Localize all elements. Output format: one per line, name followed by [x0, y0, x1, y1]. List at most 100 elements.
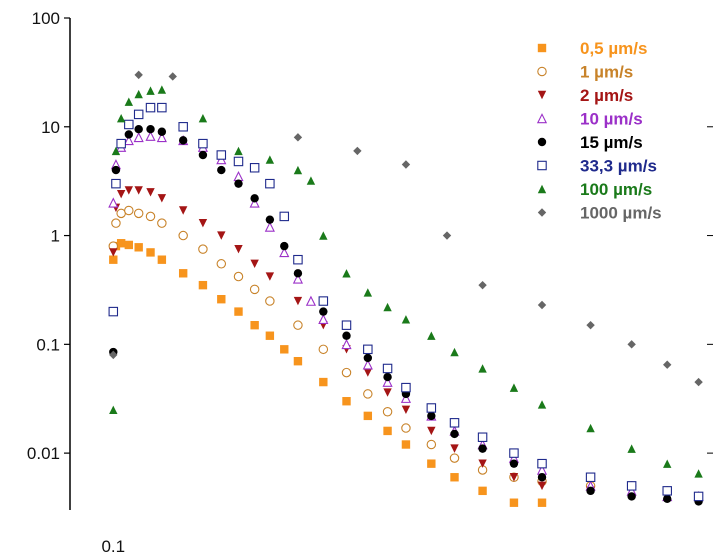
data-point — [363, 288, 373, 297]
data-point — [280, 241, 289, 251]
data-point — [109, 405, 118, 415]
legend-marker — [537, 90, 547, 100]
data-point — [157, 85, 167, 94]
legend-marker — [537, 137, 547, 147]
data-point — [627, 492, 636, 501]
data-point — [146, 248, 155, 257]
data-point — [341, 320, 352, 330]
data-point — [293, 269, 303, 278]
y-tick-label: 10 — [41, 118, 60, 137]
data-point — [449, 418, 460, 428]
data-point — [363, 411, 373, 421]
data-point — [234, 179, 243, 188]
data-point — [586, 486, 595, 496]
data-point — [382, 376, 393, 387]
data-point — [178, 269, 188, 278]
data-point — [478, 280, 487, 290]
data-point — [400, 392, 412, 403]
data-point — [111, 146, 121, 156]
data-point — [401, 440, 411, 449]
data-point — [157, 218, 167, 228]
legend-label: 15 µm/s — [580, 133, 643, 152]
data-point — [450, 473, 459, 482]
data-point — [145, 102, 156, 113]
data-point — [382, 407, 393, 417]
data-point — [383, 302, 392, 312]
data-point — [217, 294, 226, 304]
data-point — [134, 243, 143, 252]
data-point — [264, 221, 275, 232]
data-point — [450, 347, 459, 357]
legend-marker — [537, 160, 547, 171]
data-point — [383, 372, 392, 382]
data-point — [537, 400, 547, 409]
data-point — [694, 377, 703, 387]
data-point — [198, 138, 208, 149]
axes: 100 10 1 0.1 0.01 0.1 — [27, 9, 713, 553]
data-point — [478, 486, 487, 496]
data-point — [116, 239, 126, 248]
data-point — [233, 156, 244, 167]
data-point — [401, 160, 411, 169]
data-point — [133, 131, 144, 143]
data-point — [217, 165, 226, 175]
data-point — [178, 136, 188, 145]
data-point — [249, 163, 260, 173]
data-point — [694, 469, 703, 478]
data-point — [318, 344, 329, 355]
data-point — [108, 197, 119, 208]
legend-label: 2 µm/s — [580, 86, 633, 105]
data-point — [427, 331, 436, 340]
data-point — [427, 459, 436, 468]
data-point — [426, 403, 437, 413]
data-point — [279, 211, 290, 222]
data-point — [342, 269, 351, 278]
data-point — [382, 363, 393, 374]
data-point — [134, 89, 143, 99]
data-point — [233, 170, 244, 182]
data-point — [342, 397, 351, 406]
data-point — [663, 494, 672, 504]
data-point — [178, 122, 188, 132]
data-point — [537, 481, 547, 491]
legend: 0,5 µm/s 1 µm/s 2 µm/s 10 µm/s 15 µm/s 33,3 µ… — [536, 39, 662, 223]
data-point — [626, 481, 637, 491]
data-point — [401, 423, 411, 433]
data-point — [124, 240, 134, 250]
x-tick-label: 0.1 — [101, 537, 125, 553]
data-point — [156, 131, 167, 143]
data-point — [383, 388, 392, 397]
data-point — [123, 134, 134, 146]
data-point — [362, 359, 373, 370]
y-tick-label: 1 — [51, 227, 60, 246]
data-point — [293, 320, 303, 330]
data-point — [363, 353, 373, 363]
data-point — [250, 194, 259, 203]
legend-label: 100 µm/s — [580, 180, 652, 199]
data-point — [109, 255, 118, 264]
data-point — [234, 307, 243, 316]
data-point — [537, 458, 547, 469]
data-point — [627, 444, 636, 453]
legend-marker — [537, 66, 547, 77]
data-point — [363, 344, 373, 355]
data-point — [509, 473, 519, 482]
y-tick-label: 0.1 — [36, 335, 60, 354]
data-point — [233, 271, 244, 282]
data-point — [265, 331, 275, 340]
data-point — [234, 244, 243, 254]
data-point — [319, 377, 328, 387]
data-point — [509, 448, 519, 458]
data-point — [116, 138, 126, 149]
data-point — [293, 254, 303, 265]
data-point — [265, 155, 275, 164]
data-point — [450, 444, 459, 453]
data-point — [111, 165, 121, 175]
data-point — [198, 150, 208, 160]
data-point — [353, 146, 362, 156]
legend-marker — [537, 184, 547, 194]
data-point — [280, 345, 289, 354]
data-point — [693, 491, 704, 502]
y-tick-label: 0.01 — [27, 444, 60, 463]
